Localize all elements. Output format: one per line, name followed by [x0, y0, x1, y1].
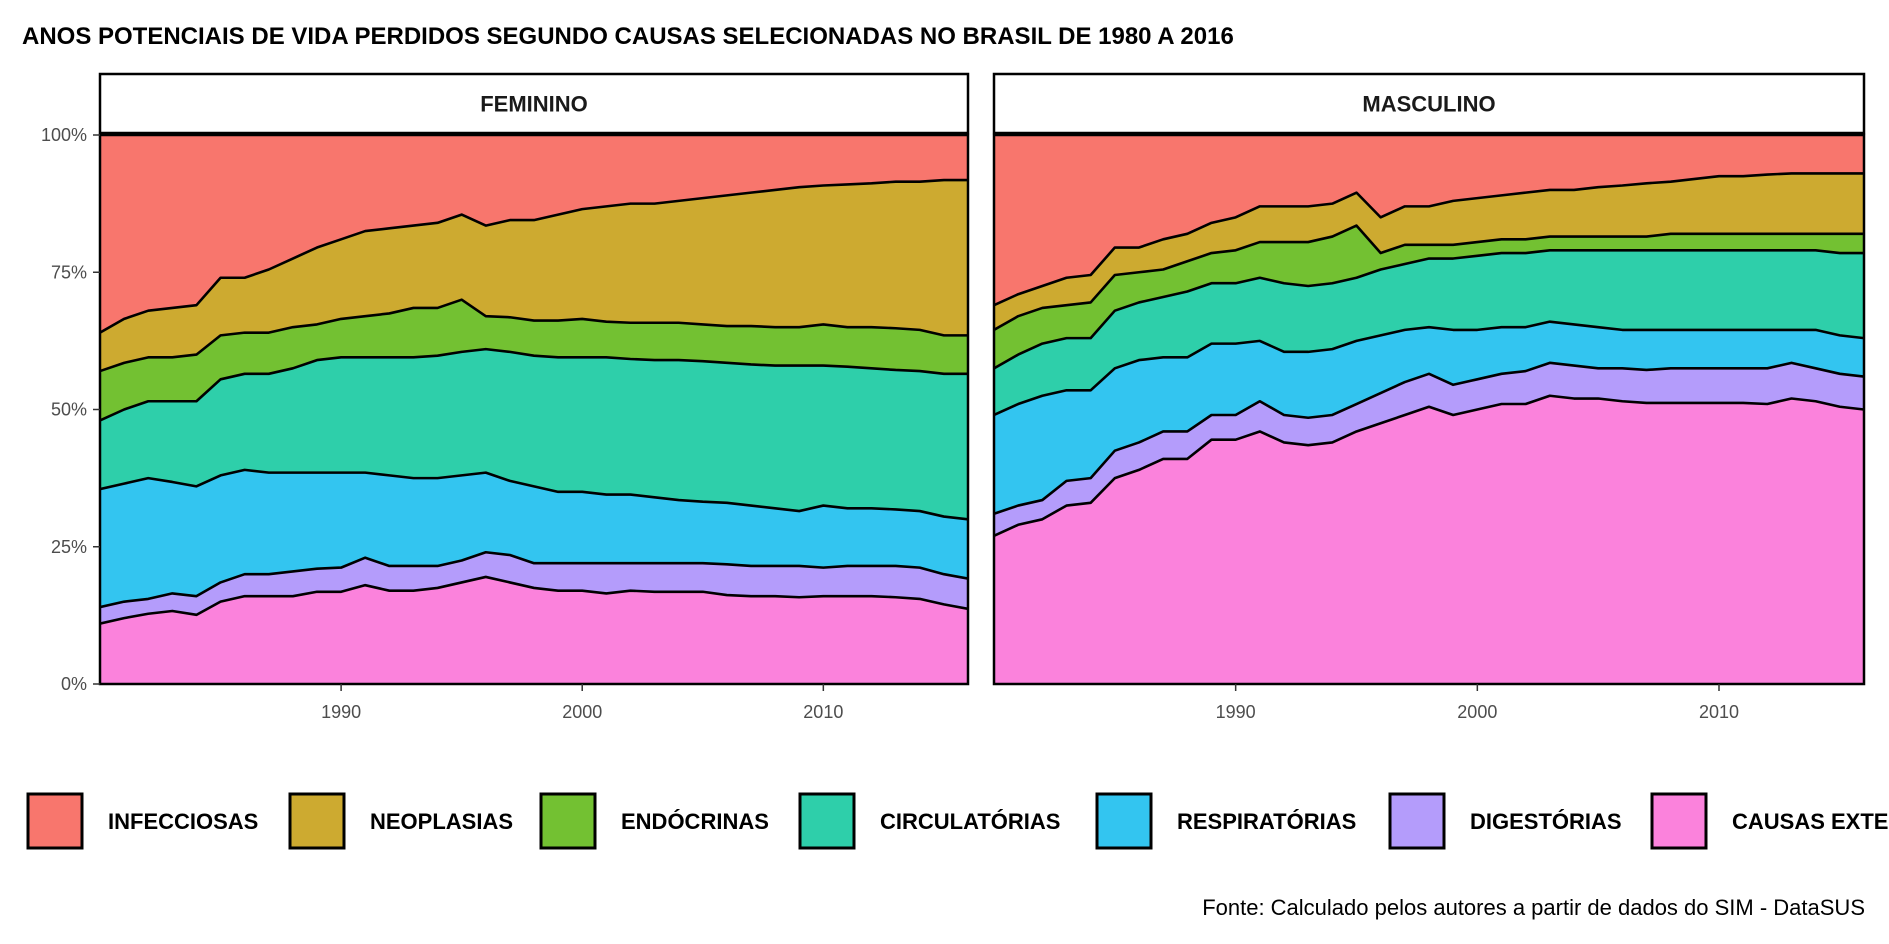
panel-border-masculino	[992, 133, 1866, 686]
area-feminino-respirat-rias	[100, 469, 968, 608]
area-masculino-neoplasias	[994, 173, 1864, 330]
y-tick-label-25: 25%	[51, 537, 87, 557]
y-tick-label-100: 100%	[41, 125, 87, 145]
chart-title: ANOS POTENCIAIS DE VIDA PERDIDOS SEGUNDO…	[22, 23, 1234, 50]
x-tick-label-masculino-2010: 2010	[1699, 702, 1739, 722]
boundary-line-masculino-4	[994, 248, 1864, 370]
boundary-line-masculino-3	[994, 320, 1864, 417]
boundary-line-feminino-6	[100, 178, 968, 334]
boundary-line-masculino-1	[994, 394, 1864, 537]
area-group-feminino	[100, 135, 968, 684]
legend-key-neoplasias	[288, 792, 346, 850]
legend-label-respirat-rias: RESPIRATÓRIAS	[1177, 809, 1356, 834]
area-masculino-circulat-rias	[994, 250, 1864, 415]
legend-label-digest-rias: DIGESTÓRIAS	[1470, 809, 1622, 834]
boundary-line-feminino-2	[100, 550, 968, 609]
area-masculino-causas-externas	[994, 395, 1864, 684]
area-feminino-end-crinas	[100, 299, 968, 421]
area-group-masculino	[994, 135, 1864, 684]
area-masculino-infecciosas	[994, 135, 1864, 306]
legend-label-causas-externas: CAUSAS EXTERNAS	[1732, 809, 1889, 834]
boundary-line-feminino-5	[100, 298, 968, 373]
area-feminino-causas-externas	[100, 576, 968, 684]
legend-key-infecciosas	[26, 792, 84, 850]
boundary-line-feminino-4	[100, 347, 968, 422]
y-tick-label-0: 0%	[61, 674, 87, 694]
legend-label-circulat-rias: CIRCULATÓRIAS	[880, 809, 1060, 834]
legend-label-infecciosas: INFECCIOSAS	[108, 809, 258, 834]
legend-key-respirat-rias	[1095, 792, 1153, 850]
legend-label-end-crinas: ENDÓCRINAS	[621, 809, 769, 834]
facet-strip-feminino	[98, 72, 970, 135]
x-tick-label-feminino-2010: 2010	[803, 702, 843, 722]
boundary-line-feminino-1	[100, 575, 968, 625]
area-masculino-end-crinas	[994, 225, 1864, 369]
boundary-line-masculino-6	[994, 172, 1864, 307]
boundary-line-masculino-5	[994, 224, 1864, 332]
area-feminino-circulat-rias	[100, 349, 968, 520]
y-tick-label-50: 50%	[51, 400, 87, 420]
y-tick-label-75: 75%	[51, 262, 87, 282]
x-tick-label-feminino-2000: 2000	[562, 702, 602, 722]
x-tick-label-feminino-1990: 1990	[321, 702, 361, 722]
facet-title-masculino: MASCULINO	[1362, 92, 1495, 117]
area-masculino-digest-rias	[994, 362, 1864, 536]
area-feminino-digest-rias	[100, 552, 968, 624]
legend-key-end-crinas	[539, 792, 597, 850]
legend-key-causas-externas	[1650, 792, 1708, 850]
legend-key-digest-rias	[1388, 792, 1446, 850]
x-tick-label-masculino-2000: 2000	[1457, 702, 1497, 722]
x-tick-label-masculino-1990: 1990	[1216, 702, 1256, 722]
boundary-line-masculino-2	[994, 361, 1864, 516]
facet-strip-masculino	[992, 72, 1866, 135]
area-feminino-infecciosas	[100, 135, 968, 333]
facet-title-feminino: FEMININO	[480, 92, 588, 117]
boundary-line-feminino-3	[100, 468, 968, 521]
legend-label-neoplasias: NEOPLASIAS	[370, 809, 513, 834]
legend-key-circulat-rias	[798, 792, 856, 850]
chart-caption: Fonte: Calculado pelos autores a partir …	[1202, 895, 1865, 920]
